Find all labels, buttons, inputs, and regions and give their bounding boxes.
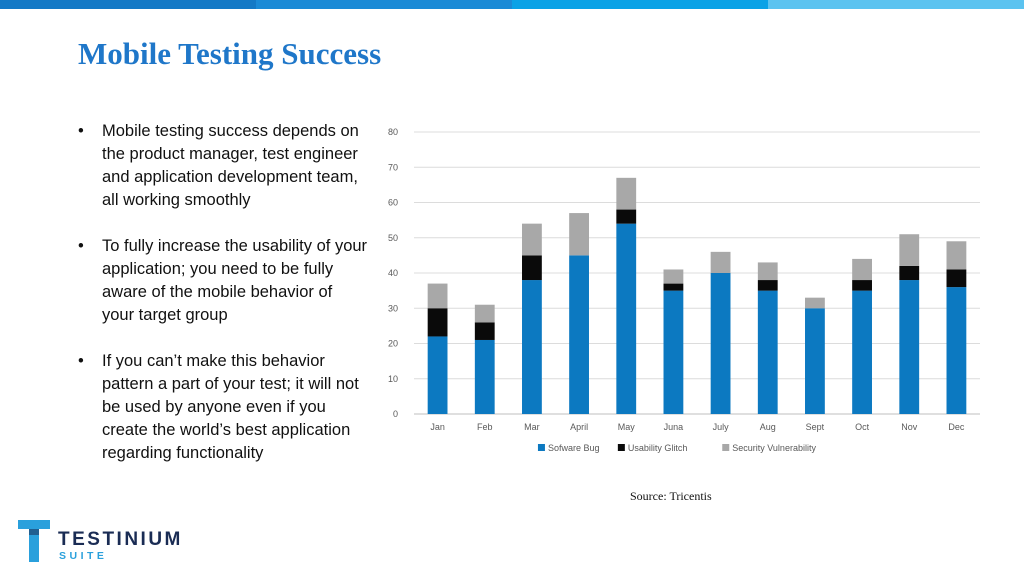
bar-segment [663,290,684,414]
bar-segment [427,283,448,309]
top-bar-segment [768,0,1024,9]
bar-segment [616,177,637,210]
bar-segment [852,280,872,291]
bar-segment [805,308,825,414]
top-accent-bar [0,0,1024,9]
legend-label: Security Vulnerability [732,443,816,453]
bullet-text: To fully increase the usability of your … [102,237,368,324]
top-bar-segment [512,0,768,9]
top-bar-segment [256,0,512,9]
bar-layer [427,177,967,414]
bullet-dot: • [78,122,84,140]
bar-segment [616,209,637,224]
legend-swatch [722,444,730,451]
legend-label: Usability Glitch [628,443,688,453]
bar-segment [852,290,872,414]
bullet-item: • If you can’t make this behavior pattern… [78,350,368,465]
bar-segment [899,265,920,281]
x-tick-label: Jan [430,422,445,432]
y-tick-label: 60 [388,198,398,208]
bar-segment [710,273,731,414]
bullet-dot: • [78,237,84,255]
testinium-t-logo-icon [18,520,50,562]
testinium-logo: TESTINIUM SUITE [18,520,198,566]
bar-segment [757,280,778,291]
bar-segment [710,251,731,273]
bar-segment [616,223,637,414]
source-caption: Source: Tricentis [630,489,712,503]
y-tick-label: 50 [388,233,398,243]
x-tick-label: Dec [948,422,965,432]
bullet-dot: • [78,352,84,370]
bar-segment [474,339,495,414]
bar-segment [569,213,589,256]
bullet-item: • Mobile testing success depends on the p… [78,120,368,212]
bar-segment [899,280,920,414]
bullet-list: • Mobile testing success depends on the p… [78,120,368,488]
bar-segment [663,283,684,291]
bar-segment [757,290,778,414]
bar-segment [474,304,495,323]
bar-segment [427,336,448,414]
y-tick-label: 0 [393,409,398,419]
x-tick-label: Juna [664,422,684,432]
grid-layer [414,131,980,415]
bar-segment [427,308,448,337]
x-tick-label: Oct [855,422,870,432]
logo-wordmark: TESTINIUM [58,529,183,550]
bar-segment [805,297,825,309]
y-tick-label: 20 [388,339,398,349]
legend-label: Sofware Bug [548,443,600,453]
x-tick-label: Mar [524,422,540,432]
bullet-text: If you can’t make this behavior pattern … [102,352,359,462]
x-tick-label: Sept [806,422,825,432]
x-tick-label: July [713,422,730,432]
x-tick-label: Feb [477,422,493,432]
y-tick-label: 70 [388,162,398,172]
y-tick-label: 80 [388,127,398,137]
bar-segment [757,262,778,281]
legend-swatch [617,444,625,451]
bar-segment [663,269,684,284]
legend-layer: Sofware Bug Usability Glitch Security Vuln… [537,443,816,453]
bar-segment [569,255,589,414]
bar-segment [522,280,542,414]
y-tick-label: 10 [388,374,398,384]
bar-segment [852,258,872,281]
bar-segment [474,322,495,340]
x-tick-label: April [570,422,588,432]
x-tick-label: Nov [901,422,918,432]
top-bar-segment [0,0,256,9]
logo-subtitle: SUITE [59,550,108,562]
bullet-text: Mobile testing success depends on the pr… [102,122,359,209]
legend-swatch [537,444,545,451]
bar-segment [946,287,967,414]
x-tick-label: Aug [760,422,776,432]
x-tick-label: May [618,422,636,432]
bar-segment [522,255,542,281]
y-tick-label: 40 [388,268,398,278]
bar-segment [899,234,920,266]
stacked-bar-chart: 0 10 20 30 40 50 60 70 80 Jan Feb Mar April May Juna Ju… [388,127,980,453]
label-layer: 0 10 20 30 40 50 60 70 80 Jan Feb Mar April May Juna Ju… [388,127,965,432]
bullet-item: • To fully increase the usability of your… [78,235,368,327]
bar-segment [946,269,967,288]
y-tick-label: 30 [388,303,398,313]
bar-segment [946,241,967,270]
bar-segment [522,223,542,256]
slide-title: Mobile Testing Success [78,36,382,71]
